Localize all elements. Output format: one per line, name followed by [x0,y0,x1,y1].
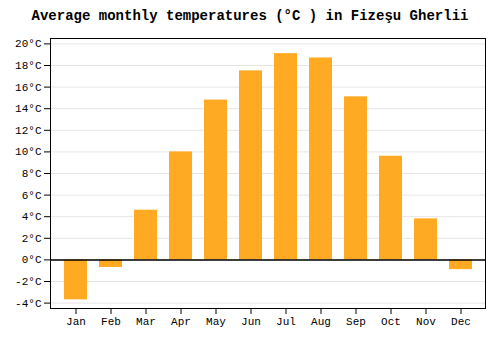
svg-text:12°C: 12°C [15,125,42,137]
svg-text:6°C: 6°C [22,190,42,202]
html-text:Average monthly temperatures (: Average monthly temperatures (°C ) in Fi… [31,8,469,24]
svg-text:Jan: Jan [66,316,86,328]
svg-text:Jul: Jul [276,316,296,328]
svg-text:Dec: Dec [451,316,471,328]
svg-text:Jun: Jun [241,316,261,328]
svg-text:0°C: 0°C [22,254,42,266]
svg-text:8°C: 8°C [22,168,42,180]
svg-text:Feb: Feb [101,316,121,328]
svg-text:-4°C: -4°C [15,298,42,310]
svg-text:Mar: Mar [136,316,156,328]
svg-text:16°C: 16°C [15,82,42,94]
svg-text:14°C: 14°C [15,103,42,115]
svg-text:Sep: Sep [346,316,366,328]
svg-text:4°C: 4°C [22,211,42,223]
svg-text:Aug: Aug [311,316,331,328]
svg-text:Oct: Oct [381,316,401,328]
svg-text:10°C: 10°C [15,146,42,158]
svg-text:Nov: Nov [416,316,436,328]
svg-text:2°C: 2°C [22,233,42,245]
svg-text:20°C: 20°C [15,38,42,50]
svg-text:Apr: Apr [171,316,191,328]
svg-text:-2°C: -2°C [15,276,42,288]
svg-text:May: May [206,316,226,328]
svg-text:18°C: 18°C [15,60,42,72]
